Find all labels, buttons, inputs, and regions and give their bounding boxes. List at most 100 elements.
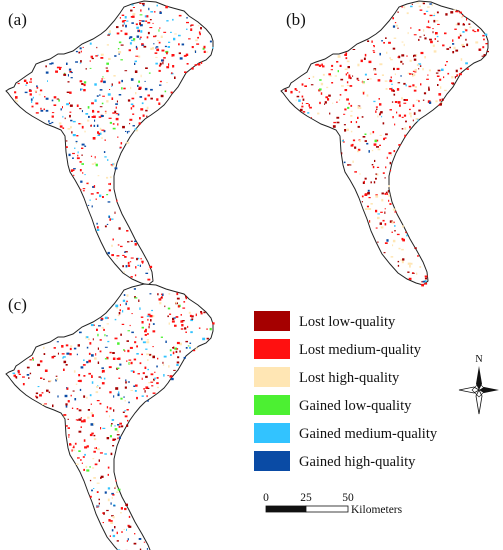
change-pixel — [361, 81, 365, 83]
change-pixel — [139, 362, 142, 365]
change-pixel — [109, 176, 112, 179]
change-pixel — [455, 49, 459, 52]
change-pixel — [51, 62, 54, 65]
change-pixel — [301, 83, 304, 86]
change-pixel — [125, 379, 127, 382]
change-pixel — [469, 26, 472, 29]
change-pixel — [77, 419, 79, 421]
change-pixel — [111, 497, 113, 499]
change-pixel — [112, 352, 115, 354]
change-pixel — [118, 81, 121, 84]
change-pixel — [59, 125, 63, 128]
change-pixel — [350, 130, 353, 133]
change-pixel — [174, 324, 177, 327]
change-pixel — [141, 102, 144, 105]
change-pixel — [135, 45, 138, 49]
change-pixel — [136, 396, 138, 400]
change-pixel — [89, 479, 92, 482]
change-pixel — [189, 346, 191, 349]
change-pixel — [44, 403, 47, 405]
change-pixel — [100, 475, 104, 478]
change-pixel — [196, 43, 200, 45]
change-pixel — [185, 347, 188, 349]
change-pixel — [369, 220, 371, 223]
change-pixel — [75, 140, 78, 143]
change-pixel — [152, 323, 155, 325]
change-pixel — [139, 2, 142, 4]
change-pixel — [124, 16, 127, 19]
change-pixel — [331, 82, 334, 84]
change-pixel — [377, 213, 380, 215]
change-pixel — [155, 62, 158, 65]
change-pixel — [83, 83, 86, 87]
change-pixel — [137, 30, 140, 32]
change-pixel — [121, 79, 123, 83]
change-pixel — [71, 71, 73, 74]
change-pixel — [366, 142, 369, 145]
change-pixel — [180, 314, 182, 316]
change-pixel — [66, 352, 70, 355]
change-pixel — [412, 272, 414, 274]
change-pixel — [442, 44, 445, 47]
change-pixel — [424, 275, 428, 278]
change-pixel — [68, 102, 70, 104]
change-pixel — [170, 354, 172, 356]
change-pixel — [83, 395, 86, 398]
legend-swatch-lost-low — [254, 311, 290, 331]
change-pixel — [14, 376, 16, 378]
change-pixel — [419, 9, 423, 11]
change-pixel — [130, 257, 134, 259]
change-pixel — [129, 123, 131, 125]
change-pixel — [322, 65, 325, 68]
change-pixel — [117, 367, 120, 369]
change-pixel — [148, 7, 150, 11]
change-pixel — [88, 115, 90, 118]
change-pixel — [114, 487, 116, 489]
change-pixel — [484, 33, 488, 36]
change-pixel — [130, 240, 133, 242]
change-pixel — [445, 13, 448, 16]
change-pixel — [109, 30, 111, 33]
change-pixel — [113, 504, 116, 507]
change-pixel — [82, 456, 85, 458]
change-pixel — [371, 149, 374, 152]
change-pixel — [104, 156, 107, 158]
change-pixel — [51, 356, 55, 359]
change-pixel — [120, 245, 123, 248]
change-pixel — [346, 98, 349, 101]
change-pixel — [114, 425, 116, 427]
change-pixel — [155, 35, 157, 37]
change-pixel — [320, 82, 324, 86]
change-pixel — [160, 336, 163, 338]
change-pixel — [100, 115, 104, 117]
change-pixel — [132, 370, 135, 373]
change-pixel — [139, 117, 141, 120]
panel-label-b: (b) — [286, 10, 306, 29]
change-pixel — [117, 488, 121, 491]
change-pixel — [79, 161, 82, 163]
change-pixel — [150, 88, 153, 91]
legend-item-lost-high: Lost high-quality — [254, 367, 400, 387]
change-pixel — [389, 161, 392, 165]
change-pixel — [114, 337, 118, 340]
change-pixel — [38, 93, 41, 96]
change-pixel — [406, 55, 408, 57]
change-pixel — [348, 102, 350, 105]
change-pixel — [110, 452, 113, 456]
change-pixel — [452, 43, 455, 45]
change-pixel — [99, 194, 102, 198]
change-pixel — [403, 99, 406, 101]
change-pixel — [375, 106, 378, 108]
change-pixel — [414, 86, 417, 88]
change-pixel — [343, 113, 346, 115]
change-pixel — [461, 43, 465, 46]
change-pixel — [111, 254, 114, 257]
change-pixel — [398, 55, 401, 59]
change-pixel — [83, 419, 86, 422]
change-pixel — [131, 4, 134, 6]
change-pixel — [344, 108, 347, 111]
change-pixel — [140, 9, 142, 12]
change-pixel — [374, 159, 376, 162]
change-pixel — [109, 391, 112, 394]
change-pixel — [170, 31, 172, 33]
